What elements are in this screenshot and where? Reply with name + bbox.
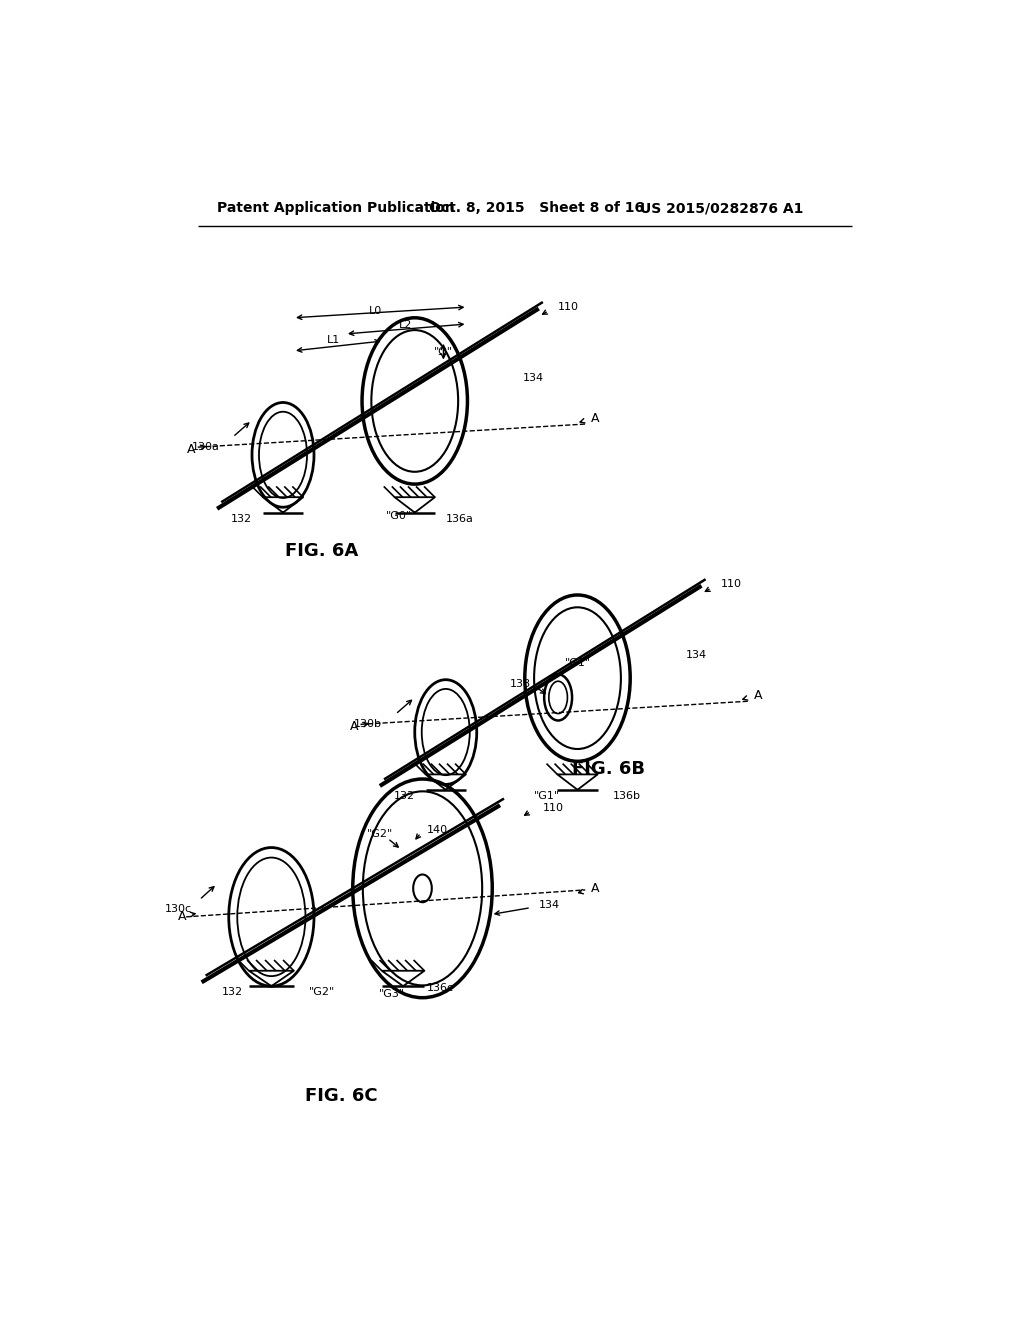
Text: US 2015/0282876 A1: US 2015/0282876 A1 — [640, 202, 803, 215]
Text: "G2": "G2" — [367, 829, 393, 838]
Text: "G2": "G2" — [308, 986, 335, 997]
Text: A: A — [591, 882, 599, 895]
Text: "G0": "G0" — [386, 511, 413, 521]
Text: Oct. 8, 2015   Sheet 8 of 16: Oct. 8, 2015 Sheet 8 of 16 — [429, 202, 644, 215]
Text: FIG. 6C: FIG. 6C — [305, 1088, 378, 1105]
Text: L2: L2 — [398, 319, 412, 330]
Text: A: A — [754, 689, 762, 702]
Text: "Ω": "Ω" — [434, 347, 453, 358]
Text: 136b: 136b — [612, 791, 640, 801]
Text: 138: 138 — [510, 680, 531, 689]
Text: A: A — [349, 721, 358, 733]
Text: 130b: 130b — [354, 719, 382, 730]
Text: A: A — [177, 911, 186, 924]
Text: 134: 134 — [539, 900, 560, 911]
Text: A: A — [187, 444, 196, 455]
Text: 130a: 130a — [191, 442, 219, 453]
Text: 132: 132 — [230, 513, 252, 524]
Text: 130c: 130c — [165, 904, 191, 915]
Text: Patent Application Publication: Patent Application Publication — [217, 202, 455, 215]
Text: 136c: 136c — [426, 983, 454, 994]
Text: 132: 132 — [221, 986, 243, 997]
Text: "G3": "G3" — [379, 989, 404, 999]
Text: 132: 132 — [393, 791, 415, 801]
Text: 136a: 136a — [445, 513, 474, 524]
Text: 110: 110 — [558, 302, 580, 312]
Text: "G1": "G1" — [534, 791, 559, 801]
Text: 110: 110 — [721, 579, 741, 589]
Text: FIG. 6A: FIG. 6A — [285, 543, 358, 560]
Text: 134: 134 — [523, 372, 545, 383]
Text: L0: L0 — [370, 306, 383, 315]
Text: 134: 134 — [686, 649, 708, 660]
Text: 110: 110 — [543, 803, 563, 813]
Text: 140: 140 — [426, 825, 447, 834]
Text: "G1": "G1" — [564, 657, 591, 668]
Text: A: A — [591, 412, 599, 425]
Text: FIG. 6B: FIG. 6B — [572, 760, 645, 777]
Text: L1: L1 — [327, 335, 340, 345]
